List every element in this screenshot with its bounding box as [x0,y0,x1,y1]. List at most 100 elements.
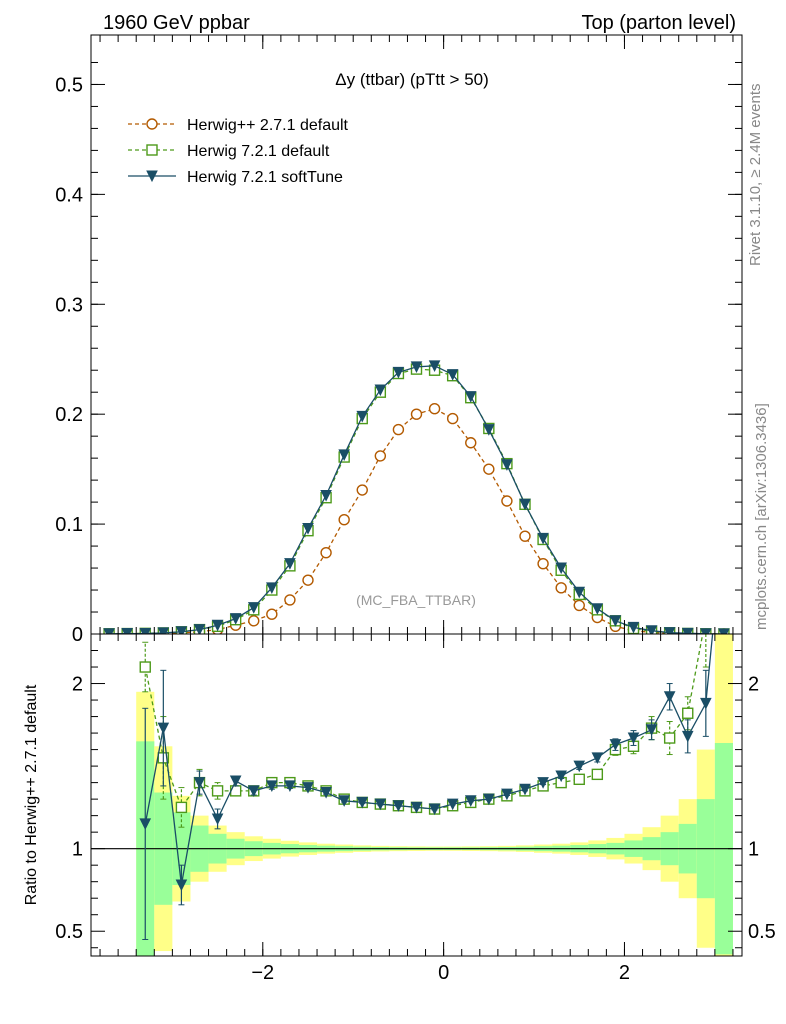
y-tick-label: 0.3 [55,294,83,316]
data-point [284,594,296,606]
ratio-point [175,879,188,892]
legend-label: Herwig 7.2.1 default [187,143,330,160]
legend-marker [146,144,158,156]
ratio-frame [90,633,743,957]
y-tick-label: 0.1 [55,514,83,536]
ratio-series-line-0 [144,634,704,810]
data-point [555,562,567,575]
ratio-point [573,773,585,786]
rivet-note: Rivet 3.1.10, ≥ 2.4M events [747,84,764,267]
ratio-point [356,796,369,809]
ratio-point [284,780,296,793]
ratio-y-label: Ratio to Herwig++ 2.7.1 default [23,684,40,905]
ratio-point [627,732,640,745]
ratio-point [555,770,567,783]
ratio-point [719,513,729,523]
data-point [320,490,332,502]
ratio-y-tick-label: 0.5 [55,921,83,943]
ratio-plot-area [91,513,742,956]
data-point [193,624,206,634]
main-plot-area [103,360,730,634]
ratio-point [157,722,170,735]
data-point [428,402,441,415]
ratio-point [609,739,622,751]
data-point [483,463,495,475]
data-point [501,459,513,471]
y-tick-label: 0.5 [55,74,83,96]
data-point [229,613,242,625]
ratio-point [700,697,712,710]
analysis-watermark: (MC_FBA_TTBAR) [356,592,476,608]
ratio-series-line-1 [144,634,714,886]
data-point [392,423,405,436]
ratio-point [338,795,350,807]
data-point [139,627,152,634]
data-point [627,621,640,634]
data-point [609,615,622,627]
data-point [392,366,405,379]
x-tick-label: −2 [251,962,274,984]
ratio-point [229,775,242,788]
data-point [374,450,387,462]
x-tick-label: 2 [619,962,630,984]
ratio-point [663,732,676,744]
data-point [483,424,495,436]
ratio-y-tick-label-right: 2 [748,674,759,696]
header-left: 1960 GeV ppbar [103,12,250,34]
legend-marker [146,170,158,183]
y-tick-label: 0.4 [55,184,83,206]
data-point [446,369,459,381]
x-tick-label: 0 [438,962,449,984]
ratio-point [139,818,152,831]
ratio-point [139,661,151,673]
data-point [555,582,567,594]
ratio-point [645,724,658,736]
ratio-point [446,798,459,811]
ratio-point [663,691,676,703]
data-point [284,558,296,570]
ratio-point [211,813,224,826]
ratio-point [681,730,694,743]
data-point [519,498,531,511]
data-point [175,626,188,634]
data-point [266,582,278,594]
ratio-point [501,788,513,801]
data-point [266,608,278,620]
ratio-point [410,801,423,814]
ratio-y-tick-label-right: 1 [748,839,759,861]
ratio-point [701,612,711,622]
ratio-point [211,785,224,797]
y-tick-label: 0 [72,624,83,646]
legend-label: Herwig++ 2.7.1 default [187,117,349,134]
data-point [573,599,585,612]
data-point [157,627,170,634]
data-point [211,619,224,632]
ratio-point [320,787,332,799]
data-point [410,408,423,420]
source-note: mcplots.cern.ch [arXiv:1306.3436] [753,403,770,630]
data-point [338,449,350,461]
legend: Herwig++ 2.7.1 default Herwig 7.2.1 defau… [128,117,349,186]
data-point [573,586,586,599]
data-point [537,557,549,570]
data-point [645,625,658,634]
data-point [681,627,694,634]
ratio-point [483,793,495,806]
data-point [248,615,260,627]
data-point [356,410,369,423]
ratio-y-tick-label: 2 [72,674,83,696]
legend-marker [146,118,158,130]
data-point [338,513,350,526]
data-point [519,530,531,542]
header-right: Top (parton level) [581,12,736,34]
legend-label: Herwig 7.2.1 softTune [187,169,343,186]
main-axes: 0 0.1 0.2 0.3 0.4 0.5 [55,35,742,646]
data-point [465,437,477,449]
data-point [410,361,423,374]
ratio-point [719,513,729,523]
data-point [464,391,477,403]
ratio-point [302,782,314,794]
ratio-point [537,777,549,789]
ratio-axes: 0.5 0.5 1 1 2 2 −2 0 2 [55,634,776,984]
